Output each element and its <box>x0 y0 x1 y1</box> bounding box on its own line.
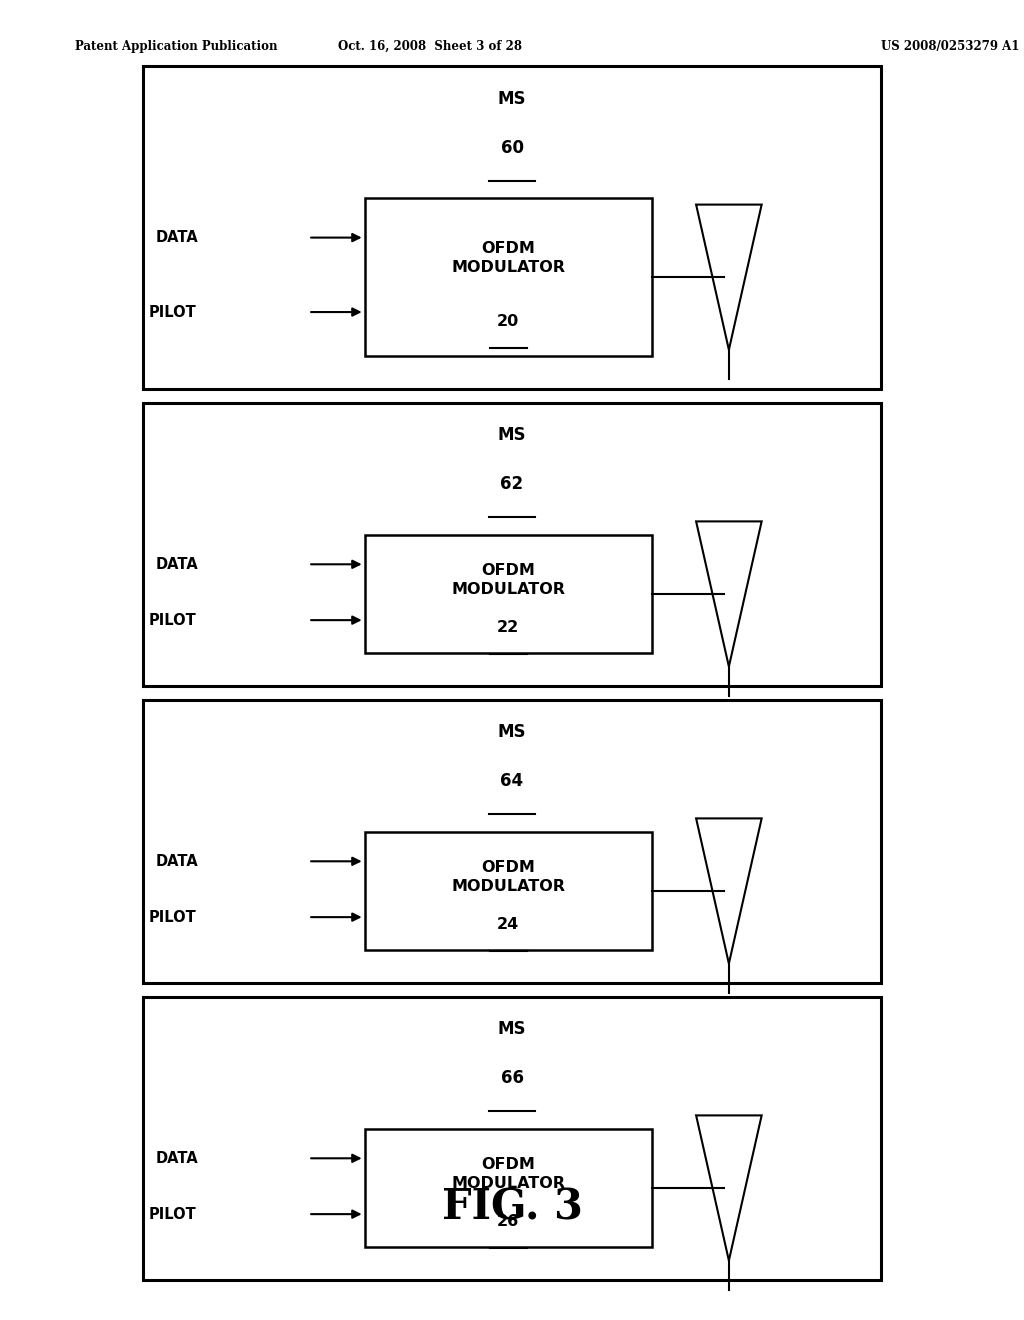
Text: DATA: DATA <box>156 557 199 572</box>
Text: 26: 26 <box>498 1214 519 1229</box>
Text: 62: 62 <box>501 475 523 494</box>
Text: OFDM
MODULATOR: OFDM MODULATOR <box>452 562 565 597</box>
Text: OFDM
MODULATOR: OFDM MODULATOR <box>452 1156 565 1191</box>
Text: Patent Application Publication: Patent Application Publication <box>75 40 278 53</box>
Text: DATA: DATA <box>156 1151 199 1166</box>
Text: 60: 60 <box>501 139 523 157</box>
Polygon shape <box>696 521 762 667</box>
Text: DATA: DATA <box>156 230 199 246</box>
Text: MS: MS <box>498 723 526 742</box>
Text: 66: 66 <box>501 1069 523 1088</box>
Bar <box>143 997 881 1280</box>
Text: FIG. 3: FIG. 3 <box>441 1187 583 1229</box>
Text: MS: MS <box>498 426 526 445</box>
Bar <box>143 66 881 389</box>
Text: PILOT: PILOT <box>148 305 197 319</box>
Bar <box>365 1129 652 1247</box>
Text: 64: 64 <box>501 772 523 791</box>
Text: MS: MS <box>498 1020 526 1039</box>
Text: US 2008/0253279 A1: US 2008/0253279 A1 <box>881 40 1019 53</box>
Text: MS: MS <box>498 90 526 108</box>
Polygon shape <box>696 1115 762 1261</box>
Bar <box>365 198 652 356</box>
Polygon shape <box>696 205 762 350</box>
Bar <box>143 403 881 686</box>
Text: OFDM
MODULATOR: OFDM MODULATOR <box>452 859 565 894</box>
Text: Oct. 16, 2008  Sheet 3 of 28: Oct. 16, 2008 Sheet 3 of 28 <box>338 40 522 53</box>
Text: OFDM
MODULATOR: OFDM MODULATOR <box>452 242 565 275</box>
Text: 22: 22 <box>498 620 519 635</box>
Text: PILOT: PILOT <box>148 909 197 924</box>
Text: PILOT: PILOT <box>148 1206 197 1221</box>
Text: 20: 20 <box>498 314 519 329</box>
Text: 24: 24 <box>498 917 519 932</box>
Bar <box>365 832 652 950</box>
Bar <box>143 700 881 983</box>
Polygon shape <box>696 818 762 964</box>
Text: DATA: DATA <box>156 854 199 869</box>
Text: PILOT: PILOT <box>148 612 197 627</box>
Bar <box>365 535 652 653</box>
